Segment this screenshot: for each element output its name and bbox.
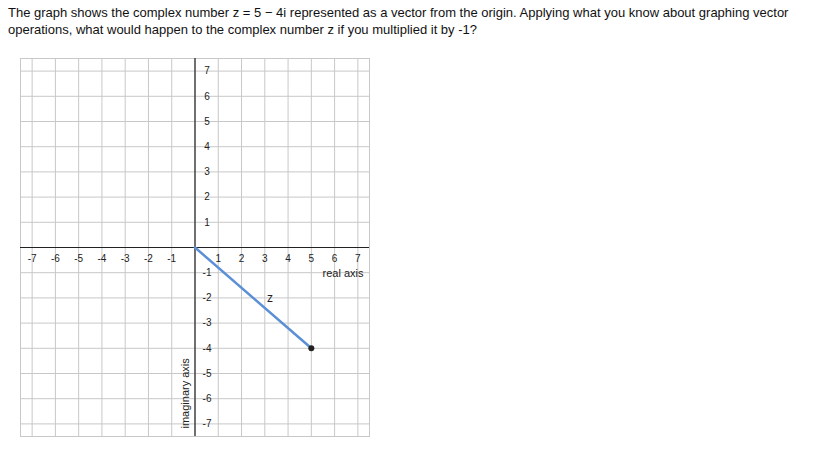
svg-text:z: z: [267, 291, 273, 305]
svg-text:4: 4: [285, 253, 291, 264]
svg-text:5: 5: [309, 253, 315, 264]
svg-text:-7: -7: [203, 418, 212, 429]
svg-text:7: 7: [204, 65, 210, 76]
svg-text:1: 1: [215, 253, 221, 264]
svg-text:-6: -6: [203, 393, 212, 404]
svg-text:6: 6: [204, 91, 210, 102]
svg-text:-7: -7: [28, 253, 37, 264]
svg-text:real axis: real axis: [323, 267, 364, 279]
svg-text:imaginary axis: imaginary axis: [179, 358, 191, 429]
svg-text:3: 3: [262, 253, 268, 264]
svg-text:-4: -4: [97, 253, 106, 264]
svg-text:6: 6: [332, 253, 338, 264]
svg-text:-4: -4: [203, 343, 212, 354]
svg-text:-6: -6: [51, 253, 60, 264]
svg-text:-3: -3: [203, 317, 212, 328]
svg-text:2: 2: [204, 191, 210, 202]
svg-text:-1: -1: [203, 267, 212, 278]
svg-text:4: 4: [204, 141, 210, 152]
svg-text:-5: -5: [74, 253, 83, 264]
svg-text:-5: -5: [203, 368, 212, 379]
svg-text:1: 1: [204, 217, 210, 228]
svg-text:3: 3: [204, 166, 210, 177]
svg-text:2: 2: [239, 253, 245, 264]
svg-text:-3: -3: [121, 253, 130, 264]
svg-text:7: 7: [355, 253, 361, 264]
svg-text:-2: -2: [144, 253, 153, 264]
html-text:The graph shows the complex nu: The graph shows the complex number z = 5…: [8, 5, 789, 37]
svg-text:-2: -2: [203, 292, 212, 303]
svg-text:5: 5: [204, 116, 210, 127]
svg-text:-1: -1: [167, 253, 176, 264]
